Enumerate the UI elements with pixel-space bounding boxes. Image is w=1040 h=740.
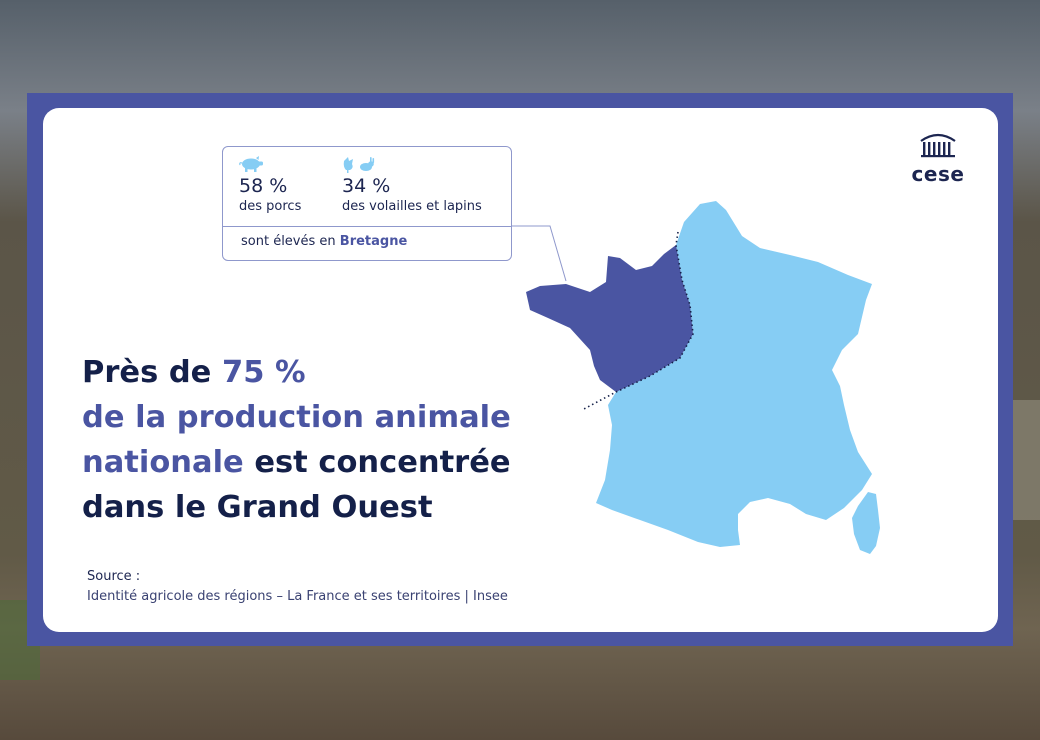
callout-divider xyxy=(223,226,511,227)
map-corsica xyxy=(852,492,880,554)
source-text: Identité agricole des régions – La Franc… xyxy=(87,589,508,604)
callout-footer-prefix: sont élevés en xyxy=(241,234,336,249)
map-grand-ouest xyxy=(526,245,693,392)
map-boundary-dots xyxy=(581,231,694,411)
callout-footer-region: Bretagne xyxy=(339,234,408,249)
headline-line-3-rest: est concentrée xyxy=(243,445,511,480)
source-title: Source : xyxy=(87,569,141,584)
headline-part-1: Près de xyxy=(82,355,222,390)
stats-callout: 58 % des porcs 34 % des volailles et lap… xyxy=(222,146,512,261)
headline-line-3: nationale est concentrée xyxy=(82,440,511,485)
poultry-rabbit-icon xyxy=(343,157,375,173)
cese-logo: cese xyxy=(906,132,970,184)
france-map xyxy=(526,201,880,554)
stat-pigs-value: 58 % xyxy=(239,175,288,197)
stat-pigs-label: des porcs xyxy=(239,199,302,214)
stat-poultry-label: des volailles et lapins xyxy=(342,199,482,214)
cese-logo-text: cese xyxy=(911,162,965,186)
infographic-card xyxy=(43,108,998,632)
stat-poultry-value: 34 % xyxy=(342,175,391,197)
stat-poultry: 34 % des volailles et lapins xyxy=(342,155,482,216)
headline-line-2: de la production animale xyxy=(82,400,511,435)
headline-percentage: 75 % xyxy=(222,355,306,390)
headline-line-4: dans le Grand Ouest xyxy=(82,490,433,525)
headline-line-1: Près de 75 % xyxy=(82,350,511,395)
headline-line-3-accent: nationale xyxy=(82,445,244,480)
stat-pigs: 58 % des porcs xyxy=(239,155,301,216)
headline: Près de 75 % de la production animale na… xyxy=(82,350,511,530)
pig-icon xyxy=(239,156,263,172)
callout-footer: sont élevés en Bretagne xyxy=(241,234,407,249)
map-rest-of-france xyxy=(596,201,872,547)
building-columns-icon xyxy=(920,133,956,158)
